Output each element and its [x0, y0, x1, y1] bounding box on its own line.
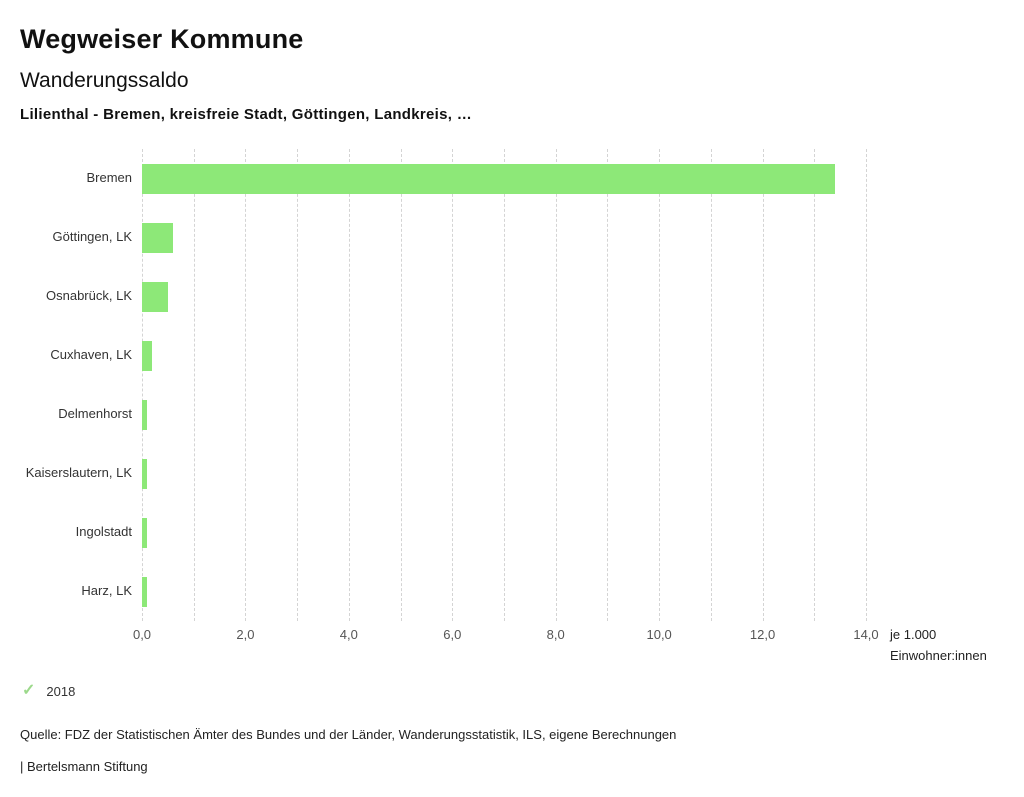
- axis-unit-label: je 1.000 Einwohner:innen: [890, 625, 987, 667]
- chart-row: Ingolstadt: [20, 503, 1004, 562]
- bar[interactable]: [142, 458, 148, 489]
- chart-row: Harz, LK: [20, 562, 1004, 621]
- chart-row: Osnabrück, LK: [20, 267, 1004, 326]
- x-tick-label: 0,0: [132, 627, 152, 642]
- bar[interactable]: [142, 222, 174, 253]
- category-label: Ingolstadt: [75, 524, 132, 540]
- x-axis: 0,0 2,0 4,0 6,0 8,0 10,0 12,0 14,0: [133, 627, 879, 647]
- bar-track: [142, 458, 866, 489]
- bar[interactable]: [142, 340, 153, 371]
- bar-track: [142, 399, 866, 430]
- category-label: Osnabrück, LK: [46, 288, 132, 304]
- x-tick-label: 14,0: [853, 627, 879, 642]
- category-label: Harz, LK: [81, 583, 132, 599]
- bar-track: [142, 222, 866, 253]
- chart-selection: Lilienthal - Bremen, kreisfreie Stadt, G…: [20, 106, 473, 123]
- check-icon: ✓: [22, 682, 36, 699]
- bar[interactable]: [142, 399, 148, 430]
- chart-row: Kaiserslautern, LK: [20, 444, 1004, 503]
- source-text: Quelle: FDZ der Statistischen Ämter des …: [20, 727, 677, 742]
- bar-track: [142, 163, 866, 194]
- bar-track: [142, 576, 866, 607]
- x-tick-label: 10,0: [646, 627, 672, 642]
- bar-track: [142, 281, 866, 312]
- legend[interactable]: ✓ 2018: [20, 683, 1004, 699]
- bar[interactable]: [142, 576, 148, 607]
- chart-row: Cuxhaven, LK: [20, 326, 1004, 385]
- axis-unit-line2: Einwohner:innen: [890, 647, 987, 663]
- chart-rows: Bremen Göttingen, LK Osnabrück, LK Cuxhaven…: [20, 149, 1004, 621]
- branding-text: | Bertelsmann Stiftung: [20, 759, 148, 774]
- bar-chart: Bremen Göttingen, LK Osnabrück, LK Cuxhaven…: [20, 149, 1004, 663]
- category-label: Kaiserslautern, LK: [25, 465, 132, 481]
- x-tick-label: 4,0: [339, 627, 358, 642]
- x-tick-label: 8,0: [546, 627, 565, 642]
- bar[interactable]: [142, 163, 835, 194]
- chart-row: Bremen: [20, 149, 1004, 208]
- app-title: Wegweiser Kommune: [20, 24, 304, 54]
- x-tick-label: 6,0: [443, 627, 462, 642]
- bar-track: [142, 340, 866, 371]
- category-label: Cuxhaven, LK: [50, 347, 132, 363]
- chart-row: Göttingen, LK: [20, 208, 1004, 267]
- category-label: Göttingen, LK: [52, 229, 133, 245]
- bar[interactable]: [142, 517, 148, 548]
- bar[interactable]: [142, 281, 168, 312]
- category-label: Bremen: [86, 170, 132, 186]
- legend-year-label: 2018: [46, 683, 76, 699]
- page: Wegweiser Kommune Wanderungssaldo Lilien…: [20, 24, 1004, 774]
- chart-row: Delmenhorst: [20, 385, 1004, 444]
- x-tick-label: 12,0: [749, 627, 776, 642]
- bar-track: [142, 517, 866, 548]
- chart-subtitle: Wanderungssaldo: [20, 69, 189, 92]
- category-label: Delmenhorst: [58, 406, 132, 422]
- x-tick-label: 2,0: [236, 627, 255, 642]
- axis-unit-line1: je 1.000: [890, 627, 937, 642]
